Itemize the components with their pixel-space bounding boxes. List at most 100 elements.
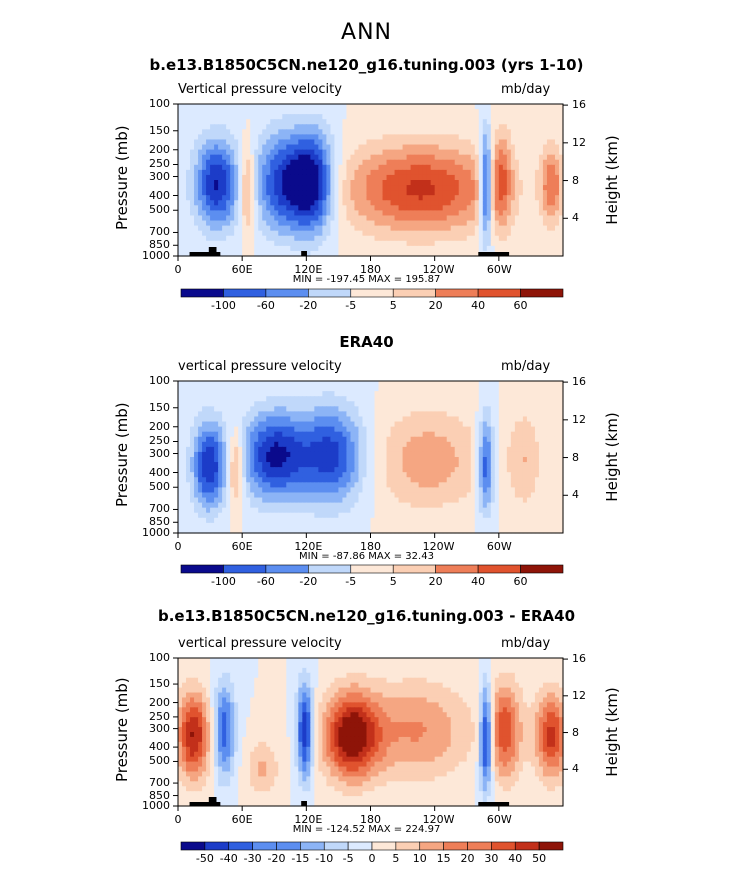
heatmap-cell <box>194 119 199 125</box>
heatmap-cell <box>334 215 340 222</box>
heatmap-cell <box>318 220 323 227</box>
heatmap-cell <box>506 381 512 387</box>
heatmap-cell <box>554 104 560 110</box>
heatmap-cell <box>482 462 488 468</box>
heatmap-cell <box>374 416 380 423</box>
heatmap-cell <box>462 149 468 156</box>
heatmap-cell <box>222 391 227 397</box>
heatmap-cell <box>478 164 484 171</box>
heatmap-cell <box>414 472 420 478</box>
heatmap-cell <box>234 200 239 206</box>
heatmap-cell <box>502 446 508 453</box>
heatmap-cell <box>278 180 283 186</box>
heatmap-cell <box>482 190 488 196</box>
heatmap-cell <box>318 451 323 458</box>
heatmap-cell <box>258 467 263 473</box>
heatmap-cell <box>286 169 291 176</box>
heatmap-cell <box>262 164 267 171</box>
heatmap-cell <box>362 381 368 387</box>
heatmap-cell <box>278 164 283 171</box>
heatmap-cell <box>314 119 319 125</box>
heatmap-cell <box>430 441 436 448</box>
heatmap-cell <box>434 230 440 237</box>
heatmap-cell <box>458 180 464 186</box>
heatmap-cell <box>558 482 564 488</box>
heatmap-cell <box>258 240 263 247</box>
heatmap-cell <box>470 381 476 387</box>
heatmap-cell <box>474 245 480 252</box>
heatmap-cell <box>414 169 420 176</box>
heatmap-cell <box>194 134 199 141</box>
heatmap-cell <box>370 149 376 156</box>
heatmap-cell <box>522 416 528 423</box>
heatmap-cell <box>206 205 211 211</box>
heatmap-cell <box>286 230 291 237</box>
heatmap-cell <box>446 446 452 453</box>
heatmap-cell <box>374 200 380 206</box>
heatmap-cell <box>198 421 203 428</box>
heatmap-cell <box>290 472 295 478</box>
heatmap-cell <box>238 129 243 135</box>
heatmap-cell <box>182 467 187 473</box>
heatmap-cell <box>494 240 500 247</box>
heatmap-cell <box>502 164 508 171</box>
heatmap-cell <box>402 195 408 201</box>
heatmap-cell <box>210 235 215 242</box>
heatmap-cell <box>342 104 348 110</box>
heatmap-cell <box>274 462 279 468</box>
heatmap-cell <box>198 104 203 110</box>
heatmap-cell <box>422 416 428 423</box>
heatmap-cell <box>378 195 384 201</box>
heatmap-cell <box>482 240 488 247</box>
heatmap-cell <box>406 391 412 397</box>
heatmap-cell <box>274 416 279 423</box>
heatmap-cell <box>298 119 303 125</box>
heatmap-cell <box>266 195 271 201</box>
heatmap-cell <box>322 431 327 438</box>
heatmap-cell <box>402 200 408 206</box>
heatmap-cell <box>418 180 424 186</box>
heatmap-cell <box>278 154 283 161</box>
heatmap-cell <box>374 391 380 397</box>
heatmap-cell <box>238 381 243 387</box>
heatmap-cell <box>454 154 460 161</box>
heatmap-cell <box>374 174 380 181</box>
heatmap-cell <box>246 225 251 232</box>
heatmap-cell <box>538 467 544 473</box>
heatmap-cell <box>374 240 380 247</box>
heatmap-cell <box>302 436 307 443</box>
heatmap-cell <box>426 386 432 392</box>
heatmap-cell <box>446 225 452 232</box>
heatmap-cell <box>454 104 460 110</box>
heatmap-cell <box>278 134 283 141</box>
heatmap-cell <box>426 190 432 196</box>
heatmap-cell <box>550 109 556 115</box>
heatmap-cell <box>362 451 368 458</box>
heatmap-cell <box>194 205 199 211</box>
heatmap-cell <box>410 250 416 257</box>
heatmap-cell <box>446 462 452 468</box>
heatmap-cell <box>410 235 416 242</box>
heatmap-cell <box>458 210 464 217</box>
heatmap-cell <box>346 441 352 448</box>
heatmap-cell <box>226 180 231 186</box>
heatmap-cell <box>182 114 187 120</box>
heatmap-cell <box>366 431 372 438</box>
heatmap-cell <box>550 472 556 478</box>
heatmap-cell <box>438 451 444 458</box>
heatmap-cell <box>446 109 452 115</box>
heatmap-cell <box>274 421 279 428</box>
heatmap-cell <box>226 230 231 237</box>
heatmap-cell <box>482 119 488 125</box>
heatmap-cell <box>198 436 203 443</box>
heatmap-cell <box>190 431 195 438</box>
heatmap-cell <box>450 185 456 191</box>
heatmap-cell <box>282 446 287 453</box>
heatmap-cell <box>522 159 528 166</box>
heatmap-cell <box>246 381 251 387</box>
heatmap-cell <box>382 431 388 438</box>
heatmap-cell <box>462 220 468 227</box>
heatmap-cell <box>466 185 472 191</box>
heatmap-cell <box>350 114 356 120</box>
heatmap-cell <box>202 220 207 227</box>
